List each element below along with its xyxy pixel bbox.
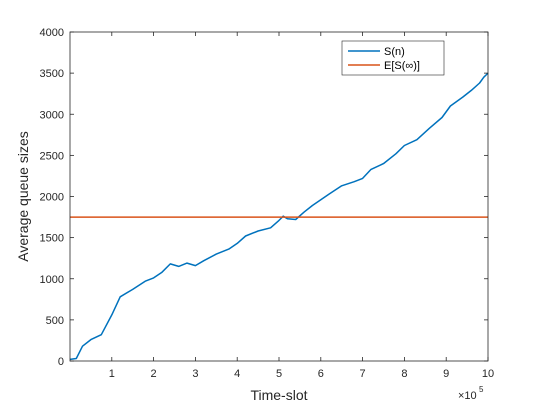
x-tick-label: 9 (443, 368, 449, 380)
x-tick-label: 1 (109, 368, 115, 380)
y-tick-label: 3000 (40, 109, 64, 121)
legend-box (341, 40, 445, 76)
y-tick-label: 0 (58, 356, 64, 368)
y-tick-label: 2500 (40, 150, 64, 162)
plot-area (70, 32, 488, 361)
y-tick-label: 500 (46, 315, 64, 327)
series-layer (69, 72, 489, 361)
y-tick-label: 3500 (40, 68, 64, 80)
x-tick-label: 3 (192, 368, 198, 380)
x-multiplier-exponent: 5 (479, 385, 484, 394)
y-tick-label: 2000 (40, 192, 64, 204)
ticks-layer: 1 2 3 4 5 6 7 8 9 10 0 500 1000 1500 2000 2500 3000 3500 4… (40, 27, 495, 380)
x-tick-label: 10 (482, 368, 494, 380)
x-tick-label: 8 (401, 368, 407, 380)
x-tick-label: 4 (234, 368, 240, 380)
x-multiplier-base: ×10 (458, 390, 477, 402)
y-tick-label: 1000 (40, 274, 64, 286)
x-axis-multiplier: ×10 5 (458, 385, 484, 402)
x-tick-label: 7 (360, 368, 366, 380)
x-tick-label: 5 (276, 368, 282, 380)
x-tick-label: 6 (318, 368, 324, 380)
plot-frame (69, 31, 489, 362)
series-line-0 (69, 72, 489, 361)
legend: S(n) E[S(∞)] (341, 40, 445, 76)
x-tick-label: 2 (151, 368, 157, 380)
y-tick-label: 4000 (40, 27, 64, 39)
legend-entry-s-n: S(n) (384, 46, 405, 58)
y-tick-label: 1500 (40, 233, 64, 245)
x-axis-label: Time-slot (250, 387, 307, 403)
legend-entry-expected-s: E[S(∞)] (384, 60, 420, 72)
y-axis-label: Average queue sizes (15, 131, 31, 262)
